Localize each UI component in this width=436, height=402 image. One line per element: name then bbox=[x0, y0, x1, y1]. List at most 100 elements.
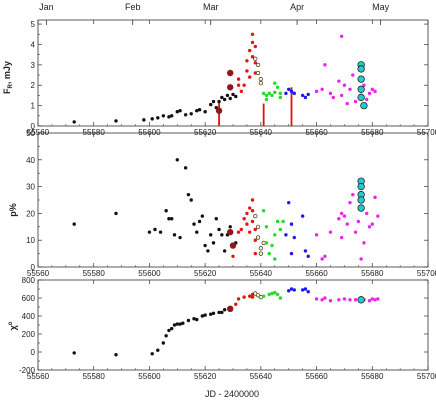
chi-point bbox=[170, 326, 174, 331]
flux-point bbox=[342, 83, 347, 87]
flux-point bbox=[314, 89, 319, 94]
chi-point bbox=[342, 297, 347, 301]
chi-point bbox=[175, 322, 179, 326]
flux-point bbox=[362, 83, 366, 87]
flux-point bbox=[264, 97, 269, 102]
flux-point bbox=[239, 89, 244, 94]
flux-point bbox=[292, 91, 296, 96]
flux-point bbox=[270, 93, 274, 98]
flux-point bbox=[367, 91, 372, 96]
polarization-point bbox=[261, 209, 266, 213]
polarization-point bbox=[281, 219, 285, 224]
polarization-point bbox=[370, 222, 374, 226]
chi-point bbox=[370, 297, 374, 301]
polarization-point bbox=[253, 251, 257, 256]
chi-point bbox=[192, 317, 196, 321]
chi-point bbox=[242, 295, 246, 299]
flux-xtick-label: 55580 bbox=[83, 128, 106, 137]
chi-point bbox=[278, 296, 283, 300]
polarization-point bbox=[214, 217, 218, 221]
flux-point bbox=[114, 119, 118, 123]
chi-marks: -200 0 200 400 600 800 55560 55580 55600 55620 556… bbox=[19, 276, 436, 381]
polarization-point bbox=[376, 214, 380, 218]
polarization-point bbox=[72, 222, 76, 226]
flux-point bbox=[150, 117, 154, 121]
polarization-point bbox=[231, 254, 235, 258]
polarization-point bbox=[267, 251, 271, 256]
flux-point bbox=[236, 83, 241, 87]
flux-red-bar bbox=[290, 87, 293, 126]
polarization-point-ring bbox=[258, 246, 263, 251]
polarization-point-large bbox=[229, 242, 237, 249]
polarization-point bbox=[248, 230, 252, 234]
flux-ytick-label: 3 bbox=[31, 61, 36, 70]
polarization-point bbox=[217, 227, 221, 232]
polarization-point bbox=[228, 225, 232, 229]
polarization-point bbox=[289, 222, 294, 226]
polarization-ytick-label: 30 bbox=[26, 183, 35, 192]
polarization-point bbox=[153, 227, 157, 232]
chi-xtick-label: 55560 bbox=[27, 372, 50, 381]
chi-point bbox=[261, 294, 266, 298]
flux-point-ring bbox=[258, 81, 263, 86]
polarization-point bbox=[195, 230, 199, 234]
flux-ytick-label: 5 bbox=[31, 20, 36, 29]
flux-point bbox=[261, 91, 266, 96]
chi-point bbox=[200, 314, 205, 318]
flux-point bbox=[161, 114, 166, 118]
flux-point bbox=[320, 87, 324, 92]
polarization-point bbox=[183, 166, 188, 170]
polarization-point-ring bbox=[255, 224, 261, 229]
polarization-point bbox=[373, 195, 377, 200]
flux-point bbox=[170, 114, 174, 118]
polarization-point bbox=[284, 233, 288, 237]
flux-point bbox=[220, 95, 224, 100]
polarization-point bbox=[264, 225, 269, 229]
flux-y-label: FR, mJy bbox=[2, 61, 14, 94]
flux-point bbox=[250, 54, 255, 59]
chi-point bbox=[328, 299, 333, 303]
chi-point bbox=[273, 290, 277, 295]
polarization-point bbox=[264, 241, 269, 245]
flux-y-label-rest: , mJy bbox=[2, 61, 12, 84]
chi-point bbox=[178, 322, 182, 326]
chi-plot-frame bbox=[37, 279, 429, 371]
polarization-point bbox=[351, 192, 355, 197]
chi-point bbox=[195, 317, 199, 322]
flux-point bbox=[156, 116, 160, 120]
flux-point bbox=[328, 91, 333, 96]
flux-point bbox=[253, 71, 257, 75]
polarization-xtick-label: 55560 bbox=[27, 269, 50, 278]
polarization-point bbox=[359, 257, 363, 261]
chi-point bbox=[161, 341, 166, 345]
flux-point bbox=[178, 109, 182, 113]
flux-xtick-label: 55680 bbox=[361, 128, 384, 137]
chi-point bbox=[320, 298, 324, 302]
polarization-ytick-label: 20 bbox=[26, 209, 35, 218]
flux-point bbox=[225, 93, 230, 98]
polarization-point bbox=[367, 225, 372, 229]
polarization-point-cyan bbox=[357, 204, 365, 212]
polarization-point bbox=[250, 209, 255, 213]
flux-point-ring bbox=[255, 70, 261, 76]
flux-point bbox=[203, 110, 207, 114]
flux-point bbox=[284, 91, 288, 96]
polarization-point-ring bbox=[253, 213, 258, 219]
polarization-point bbox=[348, 200, 352, 205]
flux-point bbox=[273, 81, 277, 85]
polarization-point bbox=[245, 222, 249, 226]
chi-point bbox=[287, 289, 291, 293]
polarization-point bbox=[300, 214, 305, 218]
x-axis-label: JD - 2400000 bbox=[205, 389, 259, 399]
flux-point-cyan bbox=[360, 101, 368, 110]
month-label-feb: Feb bbox=[125, 2, 141, 12]
chi-y-label-main: χ bbox=[8, 324, 18, 330]
polarization-point bbox=[270, 243, 274, 248]
polarization-point bbox=[275, 219, 280, 224]
chi-point bbox=[300, 288, 305, 292]
chi-point bbox=[217, 310, 221, 315]
month-axis: Jan Feb Mar Apr May bbox=[39, 2, 390, 25]
